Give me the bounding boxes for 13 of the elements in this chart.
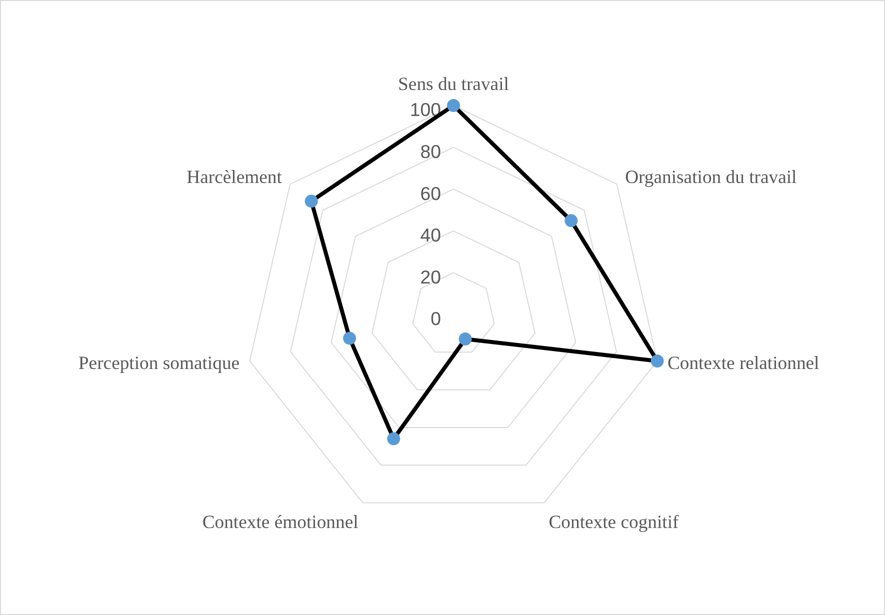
- spoke-label: Organisation du travail: [625, 167, 797, 188]
- y-tick-label: 80: [420, 140, 441, 162]
- y-tick-label: 0: [430, 308, 441, 330]
- y-tick-label: 100: [410, 99, 441, 120]
- spoke-label: Contexte cognitif: [548, 512, 680, 534]
- spoke-label: Perception somatique: [78, 352, 240, 374]
- spoke-label: Contexte émotionnel: [202, 512, 358, 534]
- y-tick-label: 20: [420, 266, 441, 288]
- spoke-label: Harcèlement: [186, 167, 283, 188]
- spoke-label: Sens du travail: [398, 74, 509, 96]
- spoke-label: Contexte relationnel: [667, 352, 820, 374]
- y-tick-label: 60: [420, 182, 441, 204]
- y-tick-label: 40: [420, 224, 441, 246]
